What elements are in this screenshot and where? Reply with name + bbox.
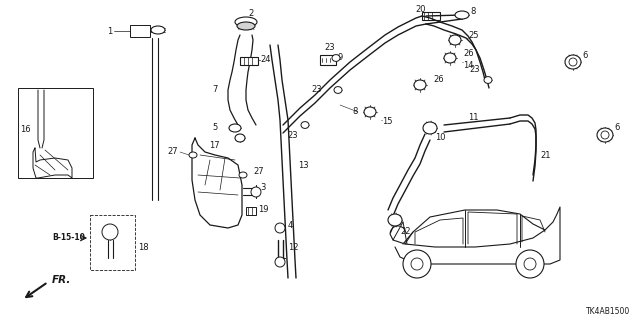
Text: 10: 10 [435, 133, 445, 142]
Text: B-15-10: B-15-10 [52, 234, 85, 243]
Text: 6: 6 [582, 51, 588, 60]
Circle shape [275, 257, 285, 267]
Text: 15: 15 [382, 117, 392, 126]
Text: 8: 8 [353, 108, 358, 116]
Text: 8: 8 [470, 6, 476, 15]
Text: 23: 23 [287, 131, 298, 140]
Text: 26: 26 [463, 49, 474, 58]
Text: 23: 23 [469, 66, 480, 75]
Text: 5: 5 [212, 124, 218, 132]
Text: 26: 26 [433, 76, 444, 84]
Circle shape [569, 58, 577, 66]
Circle shape [251, 187, 261, 197]
Bar [18, 88, 93, 178]
Circle shape [403, 250, 431, 278]
Ellipse shape [484, 76, 492, 84]
Bar [246, 207, 256, 215]
Circle shape [275, 223, 285, 233]
Ellipse shape [444, 53, 456, 63]
Text: 25: 25 [468, 30, 479, 39]
Ellipse shape [237, 22, 255, 30]
Ellipse shape [301, 122, 309, 128]
Ellipse shape [565, 55, 581, 69]
Text: 14: 14 [463, 60, 474, 69]
Text: FR.: FR. [52, 275, 72, 285]
Text: 21: 21 [540, 150, 550, 159]
Text: 4: 4 [288, 220, 293, 229]
Text: 13: 13 [298, 161, 308, 170]
Bar [320, 55, 336, 65]
Ellipse shape [449, 35, 461, 45]
Text: 12: 12 [288, 244, 298, 252]
Bar [90, 215, 135, 270]
Ellipse shape [189, 152, 197, 158]
Bar [422, 12, 440, 20]
Ellipse shape [423, 122, 437, 134]
Text: 23: 23 [324, 44, 335, 52]
Text: 27: 27 [253, 167, 264, 177]
Circle shape [411, 258, 423, 270]
Ellipse shape [239, 172, 247, 178]
Circle shape [516, 250, 544, 278]
Text: 3: 3 [260, 183, 266, 193]
Ellipse shape [332, 55, 340, 61]
Text: 18: 18 [138, 244, 148, 252]
Text: TK4AB1500: TK4AB1500 [586, 308, 630, 316]
Circle shape [601, 131, 609, 139]
Text: 9: 9 [338, 53, 343, 62]
Ellipse shape [235, 17, 257, 27]
Ellipse shape [334, 87, 342, 93]
Ellipse shape [414, 80, 426, 90]
Text: 11: 11 [468, 114, 479, 123]
Bar [240, 57, 258, 65]
Text: 27: 27 [168, 148, 178, 156]
Text: 22: 22 [400, 228, 410, 236]
Text: 7: 7 [212, 85, 218, 94]
Text: 24: 24 [260, 55, 271, 65]
Text: 23: 23 [312, 85, 322, 94]
Bar [130, 25, 150, 37]
Ellipse shape [455, 11, 469, 19]
Text: 2: 2 [248, 9, 253, 18]
Text: 16: 16 [20, 125, 31, 134]
Ellipse shape [364, 107, 376, 117]
Text: 20: 20 [415, 5, 426, 14]
Ellipse shape [151, 26, 165, 34]
Ellipse shape [388, 214, 402, 226]
Text: 19: 19 [258, 205, 269, 214]
Circle shape [102, 224, 118, 240]
Text: 17: 17 [209, 140, 220, 149]
Ellipse shape [235, 134, 245, 142]
Circle shape [524, 258, 536, 270]
Ellipse shape [229, 124, 241, 132]
Ellipse shape [597, 128, 613, 142]
Text: 6: 6 [614, 124, 620, 132]
Text: 1: 1 [107, 27, 112, 36]
